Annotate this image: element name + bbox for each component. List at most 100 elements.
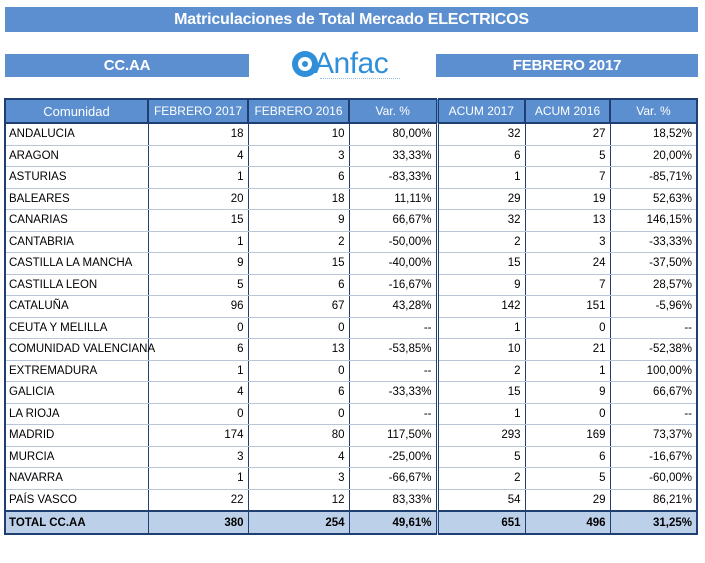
region-name-cell: CEUTA Y MELILLA bbox=[4, 317, 149, 339]
value-cell: 1 bbox=[147, 467, 249, 490]
value-cell: 73,37% bbox=[609, 424, 698, 447]
value-cell: 2 bbox=[247, 231, 350, 253]
region-name-cell: EXTREMADURA bbox=[4, 360, 149, 382]
value-cell: 6 bbox=[247, 381, 350, 404]
total-row: TOTAL CC.AA 380 254 49,61% 651 496 31,25% bbox=[4, 510, 698, 535]
value-cell: -40,00% bbox=[348, 252, 438, 275]
value-cell: 1 bbox=[524, 360, 611, 382]
value-cell: -- bbox=[348, 317, 438, 339]
value-cell: -85,71% bbox=[609, 166, 698, 189]
value-cell: 9 bbox=[147, 252, 249, 275]
region-name-cell: CASTILLA LEON bbox=[4, 274, 149, 296]
value-cell: -5,96% bbox=[609, 295, 698, 318]
value-cell: 18 bbox=[247, 188, 350, 210]
value-cell: 32 bbox=[435, 123, 526, 146]
value-cell: 1 bbox=[147, 360, 249, 382]
value-cell: 6 bbox=[247, 274, 350, 296]
value-cell: 0 bbox=[247, 317, 350, 339]
table-row: ANDALUCIA 18 10 80,00% 32 27 18,52% bbox=[4, 123, 698, 146]
value-cell: -- bbox=[609, 403, 698, 425]
value-cell: 0 bbox=[247, 360, 350, 382]
region-name-cell: GALICIA bbox=[4, 381, 149, 404]
value-cell: 66,67% bbox=[348, 209, 438, 232]
region-name-cell: MADRID bbox=[4, 424, 149, 447]
total-value-cell: 380 bbox=[147, 510, 249, 535]
value-cell: 32 bbox=[435, 209, 526, 232]
value-cell: -- bbox=[609, 317, 698, 339]
value-cell: 9 bbox=[247, 209, 350, 232]
region-name-cell: MURCIA bbox=[4, 446, 149, 468]
value-cell: 9 bbox=[435, 274, 526, 296]
value-cell: 33,33% bbox=[348, 145, 438, 167]
value-cell: 80,00% bbox=[348, 123, 438, 146]
value-cell: 174 bbox=[147, 424, 249, 447]
region-name-cell: PAÍS VASCO bbox=[4, 489, 149, 512]
region-name-cell: NAVARRA bbox=[4, 467, 149, 490]
total-value-cell: 651 bbox=[435, 510, 526, 535]
column-header: Comunidad bbox=[4, 98, 149, 124]
value-cell: 7 bbox=[524, 274, 611, 296]
value-cell: -37,50% bbox=[609, 252, 698, 275]
total-value-cell: 496 bbox=[524, 510, 611, 535]
anfac-logo: Anfac bbox=[292, 47, 404, 87]
value-cell: -16,67% bbox=[348, 274, 438, 296]
total-value-cell: 49,61% bbox=[348, 510, 438, 535]
region-name-cell: ASTURIAS bbox=[4, 166, 149, 189]
value-cell: 10 bbox=[435, 338, 526, 361]
value-cell: 146,15% bbox=[609, 209, 698, 232]
value-cell: 100,00% bbox=[609, 360, 698, 382]
value-cell: 1 bbox=[147, 166, 249, 189]
value-cell: 6 bbox=[524, 446, 611, 468]
value-cell: -16,67% bbox=[609, 446, 698, 468]
table-row: CEUTA Y MELILLA 0 0 -- 1 0 -- bbox=[4, 317, 698, 339]
value-cell: 80 bbox=[247, 424, 350, 447]
table-row: BALEARES 20 18 11,11% 29 19 52,63% bbox=[4, 188, 698, 210]
value-cell: 10 bbox=[247, 123, 350, 146]
value-cell: 67 bbox=[247, 295, 350, 318]
registrations-table: Comunidad FEBRERO 2017 FEBRERO 2016 Var. % A… bbox=[4, 98, 698, 535]
value-cell: 6 bbox=[247, 166, 350, 189]
value-cell: 12 bbox=[247, 489, 350, 512]
value-cell: 13 bbox=[524, 209, 611, 232]
value-cell: 20,00% bbox=[609, 145, 698, 167]
region-name-cell: ANDALUCIA bbox=[4, 123, 149, 146]
column-header: FEBRERO 2017 bbox=[147, 98, 249, 124]
value-cell: 43,28% bbox=[348, 295, 438, 318]
value-cell: 19 bbox=[524, 188, 611, 210]
value-cell: 4 bbox=[147, 381, 249, 404]
table-row: MADRID 174 80 117,50% 293 169 73,37% bbox=[4, 424, 698, 447]
table-row: COMUNIDAD VALENCIANA 6 13 -53,85% 10 21 -52,38… bbox=[4, 338, 698, 361]
report-title: Matriculaciones de Total Mercado ELECTRI… bbox=[5, 7, 698, 32]
period-label: FEBRERO 2017 bbox=[436, 54, 698, 77]
table-row: CANTABRIA 1 2 -50,00% 2 3 -33,33% bbox=[4, 231, 698, 253]
value-cell: 24 bbox=[524, 252, 611, 275]
value-cell: 0 bbox=[524, 317, 611, 339]
value-cell: 5 bbox=[524, 467, 611, 490]
value-cell: 2 bbox=[435, 360, 526, 382]
value-cell: 0 bbox=[524, 403, 611, 425]
total-label-cell: TOTAL CC.AA bbox=[4, 510, 149, 535]
value-cell: 2 bbox=[435, 467, 526, 490]
table-row: MURCIA 3 4 -25,00% 5 6 -16,67% bbox=[4, 446, 698, 468]
region-name-cell: CANTABRIA bbox=[4, 231, 149, 253]
value-cell: 1 bbox=[435, 403, 526, 425]
value-cell: -52,38% bbox=[609, 338, 698, 361]
value-cell: 28,57% bbox=[609, 274, 698, 296]
value-cell: 15 bbox=[435, 381, 526, 404]
value-cell: 3 bbox=[524, 231, 611, 253]
value-cell: 54 bbox=[435, 489, 526, 512]
value-cell: 1 bbox=[435, 166, 526, 189]
table-row: EXTREMADURA 1 0 -- 2 1 100,00% bbox=[4, 360, 698, 382]
value-cell: 86,21% bbox=[609, 489, 698, 512]
value-cell: 117,50% bbox=[348, 424, 438, 447]
value-cell: 29 bbox=[435, 188, 526, 210]
region-label: CC.AA bbox=[5, 54, 249, 77]
value-cell: 52,63% bbox=[609, 188, 698, 210]
value-cell: -66,67% bbox=[348, 467, 438, 490]
value-cell: 22 bbox=[147, 489, 249, 512]
value-cell: -25,00% bbox=[348, 446, 438, 468]
value-cell: 66,67% bbox=[609, 381, 698, 404]
region-name-cell: CASTILLA LA MANCHA bbox=[4, 252, 149, 275]
value-cell: 20 bbox=[147, 188, 249, 210]
table-row: CASTILLA LA MANCHA 9 15 -40,00% 15 24 -37,50% bbox=[4, 252, 698, 275]
